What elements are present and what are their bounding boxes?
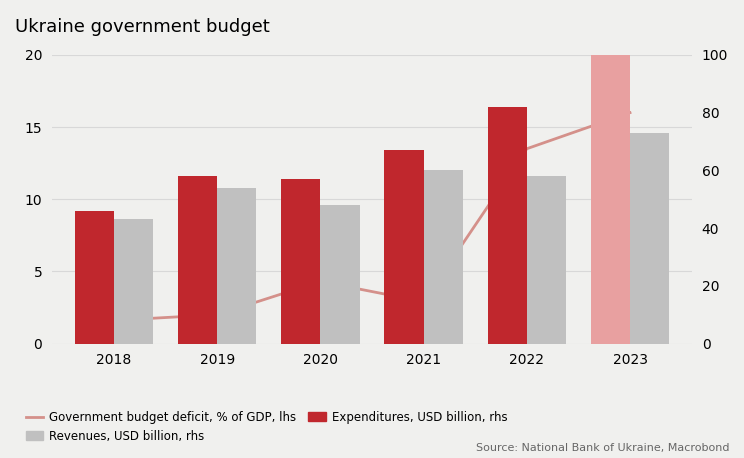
Bar	[321, 205, 359, 344]
Bar	[114, 219, 153, 344]
Bar	[217, 188, 257, 344]
Bar	[75, 211, 114, 344]
Bar	[487, 107, 527, 344]
Text: Source: National Bank of Ukraine, Macrobond: Source: National Bank of Ukraine, Macrob…	[475, 443, 729, 453]
Bar	[591, 52, 630, 344]
Bar	[423, 170, 463, 344]
Legend: Government budget deficit, % of GDP, lhs, Revenues, USD billion, rhs, Expenditur: Government budget deficit, % of GDP, lhs…	[21, 406, 512, 447]
Bar	[281, 179, 321, 344]
Bar	[178, 176, 217, 344]
Bar	[385, 150, 423, 344]
Text: Ukraine government budget: Ukraine government budget	[15, 18, 269, 36]
Bar	[630, 133, 669, 344]
Bar	[527, 176, 566, 344]
